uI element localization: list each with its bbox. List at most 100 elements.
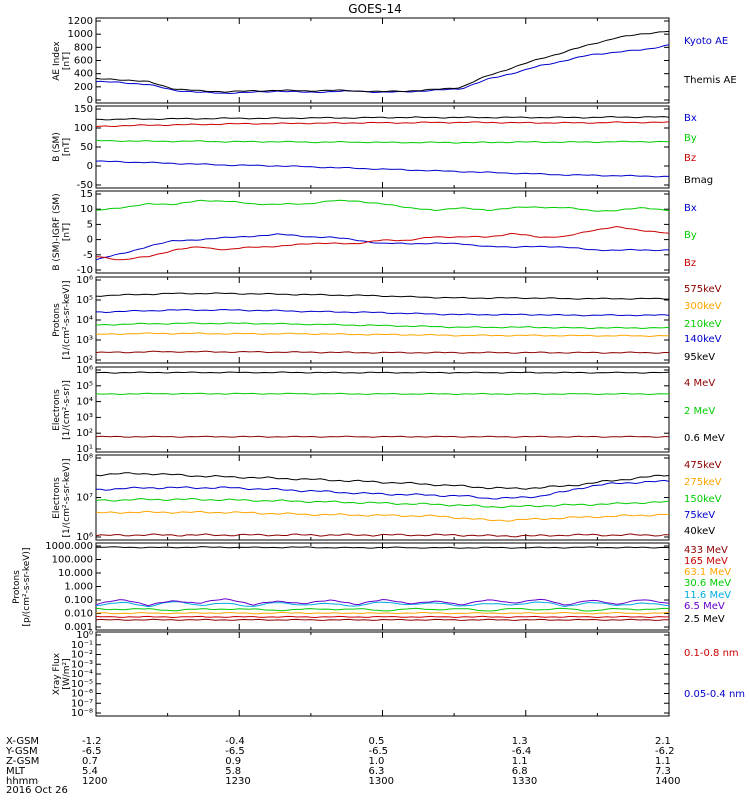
y-axis-title-line: Xray Flux [52,652,62,696]
panel-frame [95,631,670,717]
legend-entry: 433 MeV [684,545,728,556]
y-tick-label: 150 [74,104,93,115]
y-tick-label: 600 [74,56,93,67]
y-axis-title: Protons [p/(cm²-s-sr-keV)] [12,527,32,647]
legend-entry: 40keV [684,526,716,537]
series-line [95,611,670,615]
y-tick-label: 0 [87,161,93,172]
legend-entry: 0.1-0.8 nm [684,648,739,659]
ephemeris-value: -6.5 [225,746,245,757]
y-tick-label: 10⁻² [71,650,93,661]
legend-entry: 11.6 MeV [684,590,732,601]
panel-6: 10⁸ 10⁷ 10⁶ [76,453,670,543]
ephemeris-value: 5.8 [225,766,242,777]
panel-5: 10⁶ 10⁵ 10⁴ 10³ 10² 10¹ [76,365,670,455]
legend-entry: 300keV [684,301,722,312]
y-tick-label: 10⁴ [76,397,93,408]
legend-entry: 165 MeV [684,556,728,567]
y-tick-label: 10⁴ [76,315,93,326]
ephemeris-value: 1.1 [655,756,671,767]
panel-frame [95,454,670,541]
legend-entry: 150keV [684,494,722,505]
y-tick-label: 10⁶ [76,275,93,286]
legend-entry: Bmag [684,175,714,186]
series-line [95,435,669,438]
y-tick-label: 100 [74,123,93,134]
legend-entry: Bx [684,203,697,214]
y-tick-label: 10⁵ [76,381,93,392]
y-axis-title-line: Protons [12,569,22,604]
series-line [95,615,669,619]
ephemeris-value: 6.3 [368,766,385,777]
series-line [96,546,670,549]
legend-entry: 210keV [684,319,722,330]
series-line [95,121,670,128]
legend-entry: 6.5 MeV [684,601,725,612]
series-line [95,30,670,93]
legend-entry: Bz [684,258,697,269]
series-line [95,371,670,374]
y-tick-label: 10.000 [58,568,93,579]
legend-entry: 63.1 MeV [684,567,732,578]
series-line [95,350,669,354]
panel-frame [95,276,670,364]
y-tick-label: 10⁷ [76,493,93,504]
y-tick-label: 10 [80,204,93,215]
legend-entry: Themis AE [684,75,737,86]
ephemeris-value: 1200 [82,776,108,787]
series-line [95,292,669,300]
panel-2: 150 100 50 0 -50 [74,104,670,191]
series-line [95,510,670,522]
ephemeris-row-label: 2016 Oct 26 [6,785,68,796]
y-tick-label: 0.100 [64,595,93,606]
y-tick-label: 10³ [76,335,93,346]
series-line [95,618,669,621]
panel-4: 10⁶ 10⁵ 10⁴ 10³ 10² [76,275,670,366]
y-tick-label: 10² [76,355,93,366]
legend-entry: 0.05-0.4 nm [684,689,746,700]
y-tick-label: 10⁻⁸ [71,708,93,719]
y-tick-label: 1.000 [64,582,93,593]
series-line [95,533,670,538]
ephemeris-value: 1330 [511,776,538,787]
panel-7: 1000.000 100.000 10.000 1.000 0.100 0.010 0.00… [45,541,670,633]
y-tick-label: 10¹ [76,444,93,455]
y-tick-label: 0.001 [64,622,93,633]
ephemeris-value: -1.2 [82,736,102,747]
ephemeris-value: 0.7 [82,756,98,767]
y-tick-label: 10⁻⁵ [71,679,93,690]
panel-frame [95,366,670,453]
y-tick-label: 0.010 [64,609,93,620]
series-line [95,115,670,121]
y-axis-title: Electrons [1/(cm²-s-sr-keV)] [52,438,72,558]
y-tick-label: 10⁻¹ [71,640,93,651]
y-tick-label: 400 [74,69,93,80]
legend-entry: By [684,230,697,241]
legend-entry: By [684,133,697,144]
y-tick-label: 1200 [68,16,93,27]
legend-entry: 95keV [684,352,716,363]
y-tick-label: 10² [76,428,93,439]
ephemeris-value: -0.4 [225,736,245,747]
series-line [96,308,670,317]
legend-entry: Bx [684,113,697,124]
y-tick-label: 10⁰ [76,630,93,641]
ephemeris-value: -6.2 [655,746,675,757]
series-line [95,598,670,607]
legend-entry: Kyoto AE [684,36,729,47]
ephemeris-value: 1230 [225,776,251,787]
y-tick-label: 10⁻⁶ [71,689,93,700]
ephemeris-row-label: hhmm [6,776,39,787]
y-tick-label: 5 [87,219,93,230]
chart-title: GOES-14 [348,2,402,16]
y-tick-label: 1000 [68,29,93,40]
y-tick-label: -5 [83,250,93,261]
y-axis-title-line: Electrons [52,476,62,519]
y-tick-label: 10⁵ [76,295,93,306]
ephemeris-row-label: X-GSM [6,736,40,747]
series-line [95,199,670,212]
y-tick-label: 50 [80,142,93,153]
series-line [95,392,669,396]
